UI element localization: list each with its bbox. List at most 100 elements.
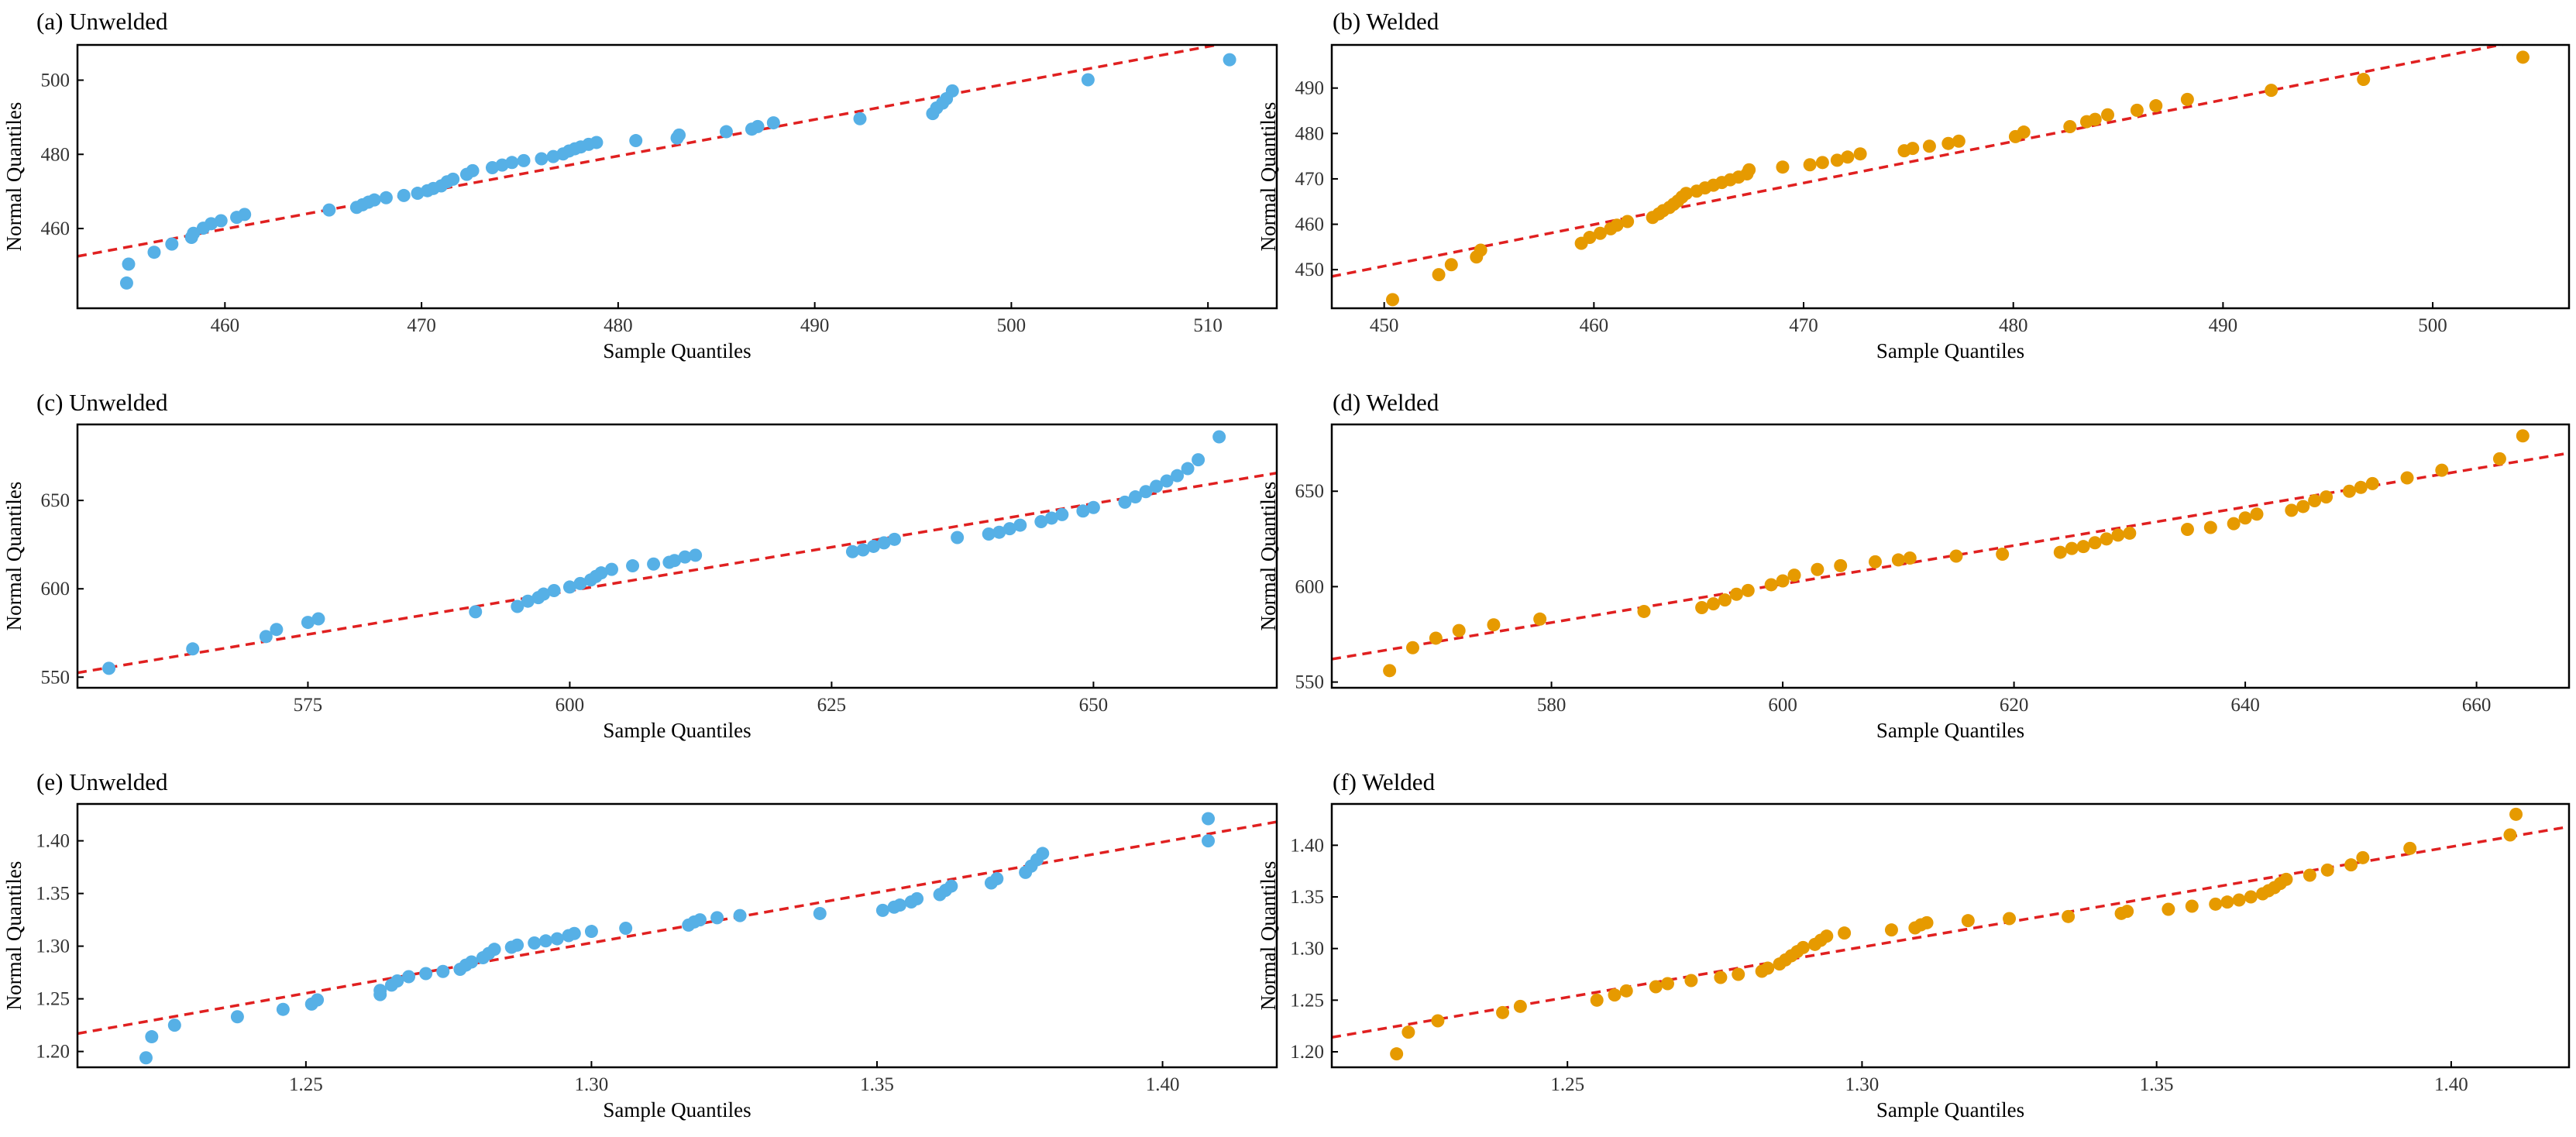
y-tick-label: 490 bbox=[1295, 78, 1325, 99]
x-tick-label: 480 bbox=[1999, 315, 2028, 336]
data-point bbox=[2279, 872, 2293, 886]
x-tick-label: 1.40 bbox=[1146, 1074, 1180, 1095]
data-point bbox=[951, 531, 965, 544]
x-tick-label: 1.30 bbox=[1845, 1074, 1880, 1095]
data-point bbox=[1212, 430, 1226, 444]
data-point bbox=[446, 172, 460, 186]
data-point bbox=[1160, 474, 1174, 488]
x-tick-label: 1.35 bbox=[2140, 1074, 2174, 1095]
data-point bbox=[2017, 125, 2031, 139]
data-point bbox=[2063, 120, 2077, 134]
x-axis-label: Sample Quantiles bbox=[603, 1098, 751, 1122]
data-point bbox=[2516, 429, 2530, 443]
data-point bbox=[1649, 980, 1663, 994]
data-point bbox=[2209, 897, 2223, 911]
data-point bbox=[1171, 469, 1185, 483]
data-point bbox=[187, 226, 201, 240]
plot-area bbox=[1332, 807, 2569, 1061]
data-point bbox=[1513, 999, 1527, 1013]
data-point bbox=[102, 661, 116, 675]
y-tick-label: 480 bbox=[41, 144, 71, 165]
plot-area bbox=[1332, 45, 2530, 307]
data-point bbox=[1776, 160, 1790, 174]
x-tick-label: 450 bbox=[1370, 315, 1399, 336]
plot-frame bbox=[76, 423, 1278, 689]
x-tick-label: 470 bbox=[407, 315, 436, 336]
panel-title: (c) Unwelded bbox=[36, 389, 168, 416]
x-tick-label: 660 bbox=[2462, 695, 2492, 716]
data-point bbox=[1192, 453, 1205, 467]
data-point bbox=[2203, 520, 2217, 534]
data-point bbox=[1838, 926, 1852, 940]
x-tick-label: 470 bbox=[1789, 315, 1818, 336]
data-point bbox=[672, 128, 686, 142]
data-point bbox=[2162, 902, 2175, 916]
reference-line bbox=[1332, 45, 2508, 278]
data-point bbox=[1815, 156, 1829, 170]
data-point bbox=[2265, 84, 2279, 98]
x-tick-label: 1.25 bbox=[1550, 1074, 1584, 1095]
data-point bbox=[1884, 923, 1898, 937]
data-point bbox=[1941, 136, 1955, 150]
data-point bbox=[436, 964, 450, 978]
data-point bbox=[710, 911, 724, 925]
data-point bbox=[1906, 142, 1920, 156]
data-point bbox=[1431, 1014, 1445, 1028]
data-point bbox=[2365, 476, 2379, 490]
data-point bbox=[856, 543, 870, 557]
data-point bbox=[2232, 893, 2246, 907]
data-point bbox=[397, 188, 411, 202]
data-point bbox=[866, 539, 880, 553]
data-point bbox=[992, 525, 1006, 539]
data-point bbox=[668, 554, 682, 568]
data-point bbox=[1474, 243, 1487, 257]
panel-a: (a) Unwelded 460 470 480 490 500 510 460 480 500… bbox=[2, 8, 1278, 362]
data-point bbox=[2250, 507, 2264, 521]
data-point bbox=[165, 237, 179, 251]
data-point bbox=[1679, 187, 1693, 201]
data-point bbox=[528, 936, 542, 950]
x-tick-label: 575 bbox=[294, 695, 323, 716]
data-point bbox=[505, 156, 519, 170]
data-point bbox=[1741, 583, 1755, 597]
data-point bbox=[301, 616, 315, 630]
data-point bbox=[2357, 73, 2371, 87]
data-point bbox=[2185, 899, 2199, 913]
data-point bbox=[2516, 50, 2530, 64]
data-point bbox=[521, 594, 535, 608]
data-point bbox=[1452, 623, 1466, 637]
data-point bbox=[1803, 158, 1817, 172]
data-point bbox=[2088, 536, 2102, 550]
x-axis-label: Sample Quantiles bbox=[603, 719, 751, 742]
data-point bbox=[1610, 218, 1624, 232]
plot-frame bbox=[1330, 423, 2571, 689]
data-point bbox=[1714, 970, 1728, 984]
y-tick-label: 1.40 bbox=[1290, 835, 1324, 856]
data-point bbox=[379, 191, 393, 204]
data-point bbox=[619, 921, 633, 935]
data-point bbox=[1150, 479, 1164, 493]
data-point bbox=[145, 1030, 159, 1044]
data-point bbox=[2244, 890, 2258, 904]
y-tick-label: 1.30 bbox=[1290, 939, 1324, 960]
data-point bbox=[910, 891, 924, 905]
panel-title: (b) Welded bbox=[1333, 8, 1439, 35]
data-point bbox=[2342, 484, 2356, 498]
data-point bbox=[2123, 526, 2137, 540]
data-point bbox=[1891, 553, 1905, 567]
data-point bbox=[1621, 215, 1635, 228]
data-point bbox=[2320, 863, 2334, 877]
data-point bbox=[1593, 226, 1607, 240]
data-point bbox=[311, 612, 325, 626]
data-point bbox=[2076, 540, 2090, 554]
data-point bbox=[373, 984, 387, 998]
y-axis-label: Normal Quantiles bbox=[2, 482, 26, 631]
data-point bbox=[945, 84, 959, 98]
data-point bbox=[2111, 528, 2125, 542]
data-point bbox=[573, 576, 587, 590]
x-tick-label: 640 bbox=[2230, 695, 2260, 716]
data-point bbox=[1761, 961, 1775, 975]
data-point bbox=[419, 967, 433, 981]
data-point bbox=[2149, 99, 2163, 113]
